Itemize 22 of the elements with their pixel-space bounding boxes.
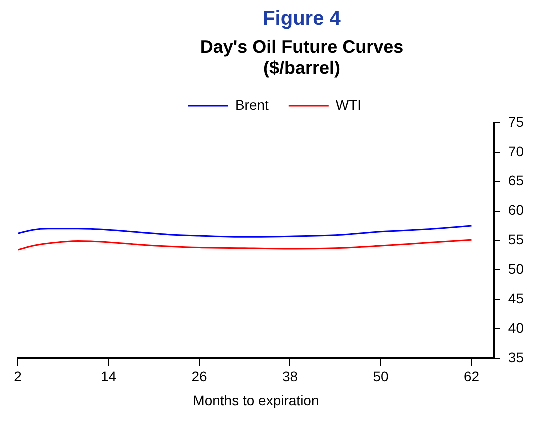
y-tick-label: 45	[508, 290, 524, 306]
x-tick-label: 38	[282, 368, 298, 385]
legend-label: Brent	[235, 96, 270, 113]
y-tick-label: 35	[508, 349, 524, 366]
x-tick-label: 2	[14, 368, 22, 385]
chart-subtitle: Day's Oil Future Curves ($/barrel)	[199, 37, 405, 79]
y-tick-label: 70	[508, 143, 524, 160]
line-series	[18, 239, 472, 251]
chart-title: Figure 4	[262, 8, 342, 31]
y-tick-label: 75	[508, 114, 524, 130]
x-tick-label: 62	[464, 368, 480, 385]
y-tick-label: 55	[508, 232, 524, 248]
x-tick-label: 14	[100, 368, 117, 385]
x-tick-label: 26	[192, 368, 208, 385]
legend-label: WTI	[336, 96, 362, 113]
x-tick-label: 50	[373, 368, 389, 385]
x-axis-title: Months to expiration	[193, 392, 320, 408]
line-series	[18, 225, 472, 238]
y-tick-label: 50	[508, 260, 524, 277]
y-tick-label: 65	[508, 172, 524, 189]
y-tick-label: 40	[508, 320, 524, 336]
y-tick-label: 60	[508, 202, 524, 218]
